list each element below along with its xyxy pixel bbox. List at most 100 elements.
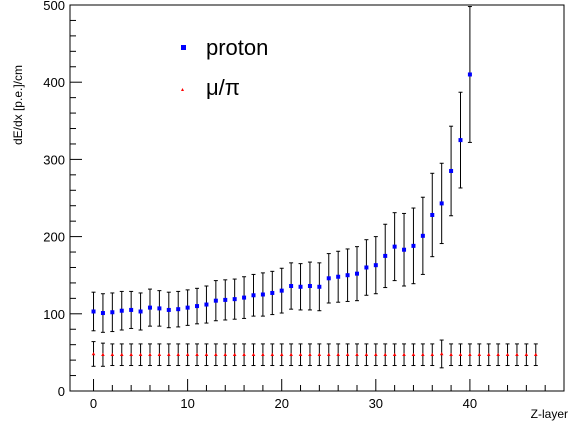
- y-tick-label: 0: [58, 384, 65, 399]
- mu-pi-point: [411, 352, 416, 357]
- mu-pi-point: [524, 352, 529, 357]
- mu-pi-point: [402, 352, 406, 357]
- y-tick-label: 100: [43, 307, 65, 322]
- proton-point: [279, 288, 284, 293]
- x-tick-label: 0: [90, 396, 97, 411]
- proton-point: [185, 305, 190, 310]
- mu-pi-point: [223, 352, 228, 357]
- proton-point: [270, 290, 275, 295]
- y-tick-label: 300: [43, 152, 65, 167]
- axis-ticks: 0 100 200 300 400 500 0 10 20 30 40: [43, 0, 565, 411]
- data-points: [91, 72, 538, 357]
- proton-point: [157, 306, 162, 311]
- proton-point: [260, 292, 265, 297]
- y-tick-label: 200: [43, 230, 65, 245]
- mu-pi-point: [449, 352, 453, 357]
- mu-pi-point: [204, 352, 209, 357]
- proton-point: [289, 284, 294, 289]
- y-tick-label: 500: [43, 0, 65, 13]
- mu-pi-point: [515, 352, 519, 357]
- mu-pi-point: [261, 352, 265, 357]
- mu-pi-point: [533, 352, 538, 357]
- mu-pi-point: [308, 352, 312, 357]
- x-tick-label: 10: [180, 396, 194, 411]
- mu-pi-point: [91, 351, 96, 356]
- mu-pi-point: [486, 352, 491, 357]
- mu-pi-point: [242, 352, 246, 357]
- mu-pi-point: [439, 351, 444, 356]
- mu-pi-point: [298, 352, 303, 357]
- mu-pi-point: [279, 352, 284, 357]
- mu-pi-point: [157, 352, 162, 357]
- proton-point: [223, 297, 228, 302]
- proton-point: [449, 168, 454, 173]
- mu-pi-point: [477, 352, 482, 357]
- mu-pi-point: [251, 352, 256, 357]
- mu-pi-point: [129, 352, 133, 357]
- proton-point: [392, 244, 397, 249]
- proton-point: [317, 284, 322, 289]
- proton-point: [439, 201, 444, 206]
- mu-pi-point: [317, 352, 322, 357]
- proton-point: [138, 309, 143, 314]
- proton-point: [373, 263, 378, 268]
- mu-pi-point: [383, 352, 388, 357]
- x-tick-label: 20: [274, 396, 288, 411]
- mu-pi-point: [458, 352, 463, 357]
- mu-pi-point: [355, 352, 359, 357]
- mu-pi-point: [326, 352, 331, 357]
- proton-point: [364, 265, 369, 270]
- mu-pi-point: [101, 352, 105, 357]
- mu-pi-point: [421, 352, 425, 357]
- mu-pi-point: [496, 352, 500, 357]
- proton-point: [336, 274, 341, 279]
- mu-pi-point: [364, 352, 369, 357]
- legend-label-proton: proton: [206, 35, 268, 60]
- x-tick-label: 40: [463, 396, 477, 411]
- proton-point: [195, 304, 200, 309]
- mu-pi-point: [468, 352, 472, 357]
- mu-pi-point: [185, 352, 190, 357]
- mu-pi-point: [392, 352, 397, 357]
- proton-point: [242, 295, 247, 300]
- proton-point: [251, 293, 256, 298]
- mu-pi-point: [195, 352, 199, 357]
- legend: proton μ/π: [181, 35, 268, 100]
- proton-point: [354, 271, 359, 276]
- legend-label-mu-pi: μ/π: [206, 75, 240, 100]
- mu-pi-point: [505, 352, 510, 357]
- proton-point: [100, 311, 105, 316]
- plot-frame: [69, 4, 565, 392]
- proton-point: [119, 308, 124, 313]
- mu-pi-point: [110, 352, 115, 357]
- proton-point: [91, 309, 96, 314]
- proton-point: [345, 273, 350, 278]
- proton-point: [458, 138, 463, 143]
- legend-marker-proton: [181, 45, 186, 50]
- proton-point: [298, 284, 303, 289]
- mu-pi-point: [289, 352, 293, 357]
- proton-point: [467, 72, 472, 77]
- proton-point: [402, 247, 407, 252]
- mu-pi-point: [167, 352, 171, 357]
- legend-marker-mu-pi: [181, 88, 184, 91]
- mu-pi-point: [232, 352, 237, 357]
- mu-pi-point: [138, 352, 143, 357]
- mu-pi-point: [119, 352, 124, 357]
- mu-pi-point: [430, 352, 435, 357]
- proton-point: [232, 297, 237, 302]
- mu-pi-point: [270, 352, 275, 357]
- proton-point: [213, 298, 218, 303]
- mu-pi-point: [148, 352, 152, 357]
- mu-pi-point: [176, 352, 181, 357]
- y-axis-title: dE/dx [p.e.]/cm: [11, 65, 25, 145]
- proton-point: [307, 284, 312, 289]
- proton-point: [176, 307, 181, 312]
- proton-point: [411, 243, 416, 248]
- mu-pi-point: [336, 352, 340, 357]
- proton-point: [110, 310, 115, 315]
- y-tick-label: 400: [43, 75, 65, 90]
- proton-point: [420, 233, 425, 238]
- mu-pi-point: [345, 352, 350, 357]
